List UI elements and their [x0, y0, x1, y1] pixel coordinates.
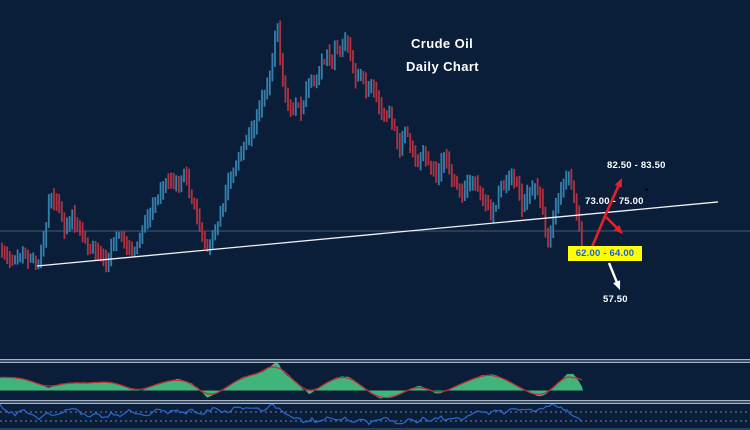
support-zone-highlight: 62.00 - 64.00: [568, 246, 642, 261]
red-arrow-up-to-target-head: [614, 178, 622, 188]
price-bars[interactable]: [1, 20, 583, 273]
red-arrow-up-to-target: [603, 182, 621, 217]
oscillator-signal-line: [0, 366, 583, 399]
chart-title-symbol: Crude Oil: [411, 36, 474, 51]
lower-target-label: 57.50: [603, 294, 628, 305]
stochastic-line: [0, 403, 583, 426]
oscillator-area: [0, 362, 583, 399]
support-zone-label: 62.00 - 64.00: [575, 248, 635, 259]
annotation-arrows: [585, 178, 623, 290]
bottom-edge-line: [0, 427, 750, 430]
pivot-zone-label: 73.00 - 75.00: [585, 196, 644, 207]
chart-title-timeframe: Daily Chart: [406, 59, 480, 74]
panel-separator-top: [0, 359, 750, 363]
stray-dot-artifact: [645, 188, 648, 191]
panel-separator-bottom: [0, 400, 750, 404]
red-arrow-down-to-support-head: [613, 224, 623, 234]
upper-target-label: 82.50 - 83.50: [607, 160, 666, 171]
white-arrow-breakdown: [607, 262, 619, 285]
white-arrow-breakdown-head: [613, 280, 621, 290]
trendline[interactable]: [36, 201, 719, 267]
